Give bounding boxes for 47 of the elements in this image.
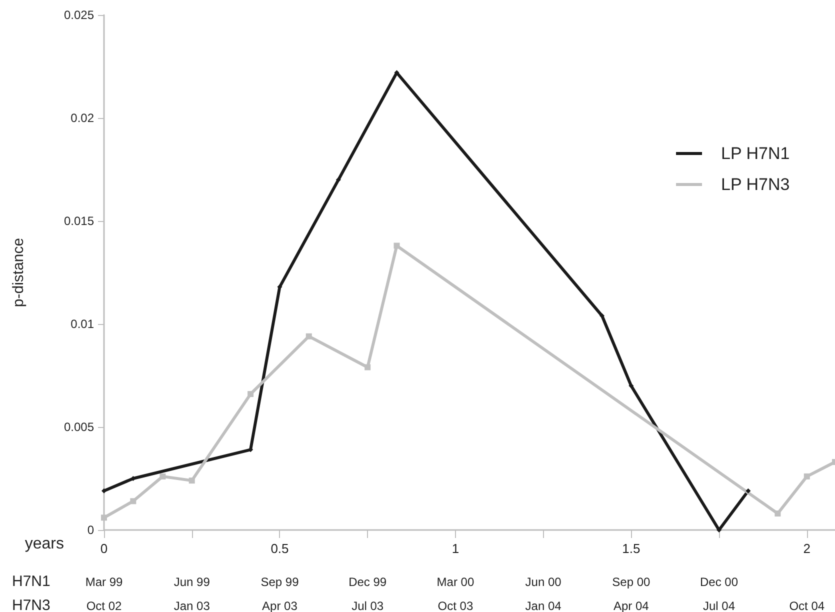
point bbox=[628, 383, 634, 388]
text: Jan 03 bbox=[174, 599, 210, 612]
point bbox=[364, 364, 371, 370]
text: Sep 99 bbox=[260, 575, 300, 589]
point bbox=[804, 473, 810, 480]
point bbox=[774, 510, 781, 517]
text: Jul 04 bbox=[703, 599, 736, 612]
y-tick-label: 0.005 bbox=[64, 420, 94, 434]
text: H7N3 bbox=[12, 597, 50, 612]
x-tick-label: 2 bbox=[803, 541, 810, 556]
y-axis-title: p-distance bbox=[10, 238, 27, 308]
text: Jun 99 bbox=[174, 575, 210, 589]
text: Mar 99 bbox=[85, 575, 123, 589]
text: Jul 03 bbox=[352, 599, 384, 612]
text: Jun 00 bbox=[525, 575, 562, 589]
point bbox=[102, 488, 106, 494]
point bbox=[188, 478, 195, 484]
text: Jan 04 bbox=[525, 599, 562, 612]
text: Oct 02 bbox=[86, 599, 122, 612]
text: Oct 04 bbox=[789, 599, 825, 612]
y-tick-label: 0.01 bbox=[70, 317, 94, 331]
legend-label: LP H7N1 bbox=[721, 144, 790, 163]
y-tick-label: 0.02 bbox=[70, 111, 94, 125]
point bbox=[599, 313, 604, 318]
point bbox=[101, 514, 107, 521]
x-tick-label: 1 bbox=[452, 541, 460, 556]
legend-label: LP H7N3 bbox=[721, 175, 790, 194]
point bbox=[160, 473, 166, 480]
text: Dec 99 bbox=[348, 575, 387, 589]
x-tick-label: 0 bbox=[100, 541, 108, 556]
x-tick-label: 1.5 bbox=[622, 541, 640, 556]
point bbox=[248, 391, 254, 398]
x-axis-title: years bbox=[24, 536, 64, 552]
x-tick-label: 0.5 bbox=[270, 541, 289, 556]
y-tick-label: 0.015 bbox=[64, 214, 94, 228]
text: Oct 03 bbox=[438, 599, 474, 612]
text: Mar 00 bbox=[436, 575, 474, 589]
point bbox=[336, 177, 341, 182]
y-tick-label: 0.025 bbox=[64, 8, 94, 22]
text: Dec 00 bbox=[700, 575, 738, 589]
point bbox=[394, 242, 400, 249]
y-tick-label: 0 bbox=[87, 523, 94, 537]
text: H7N1 bbox=[12, 573, 50, 590]
text: Sep 00 bbox=[612, 575, 650, 589]
point bbox=[130, 498, 136, 504]
point bbox=[306, 333, 312, 340]
point bbox=[746, 488, 751, 494]
